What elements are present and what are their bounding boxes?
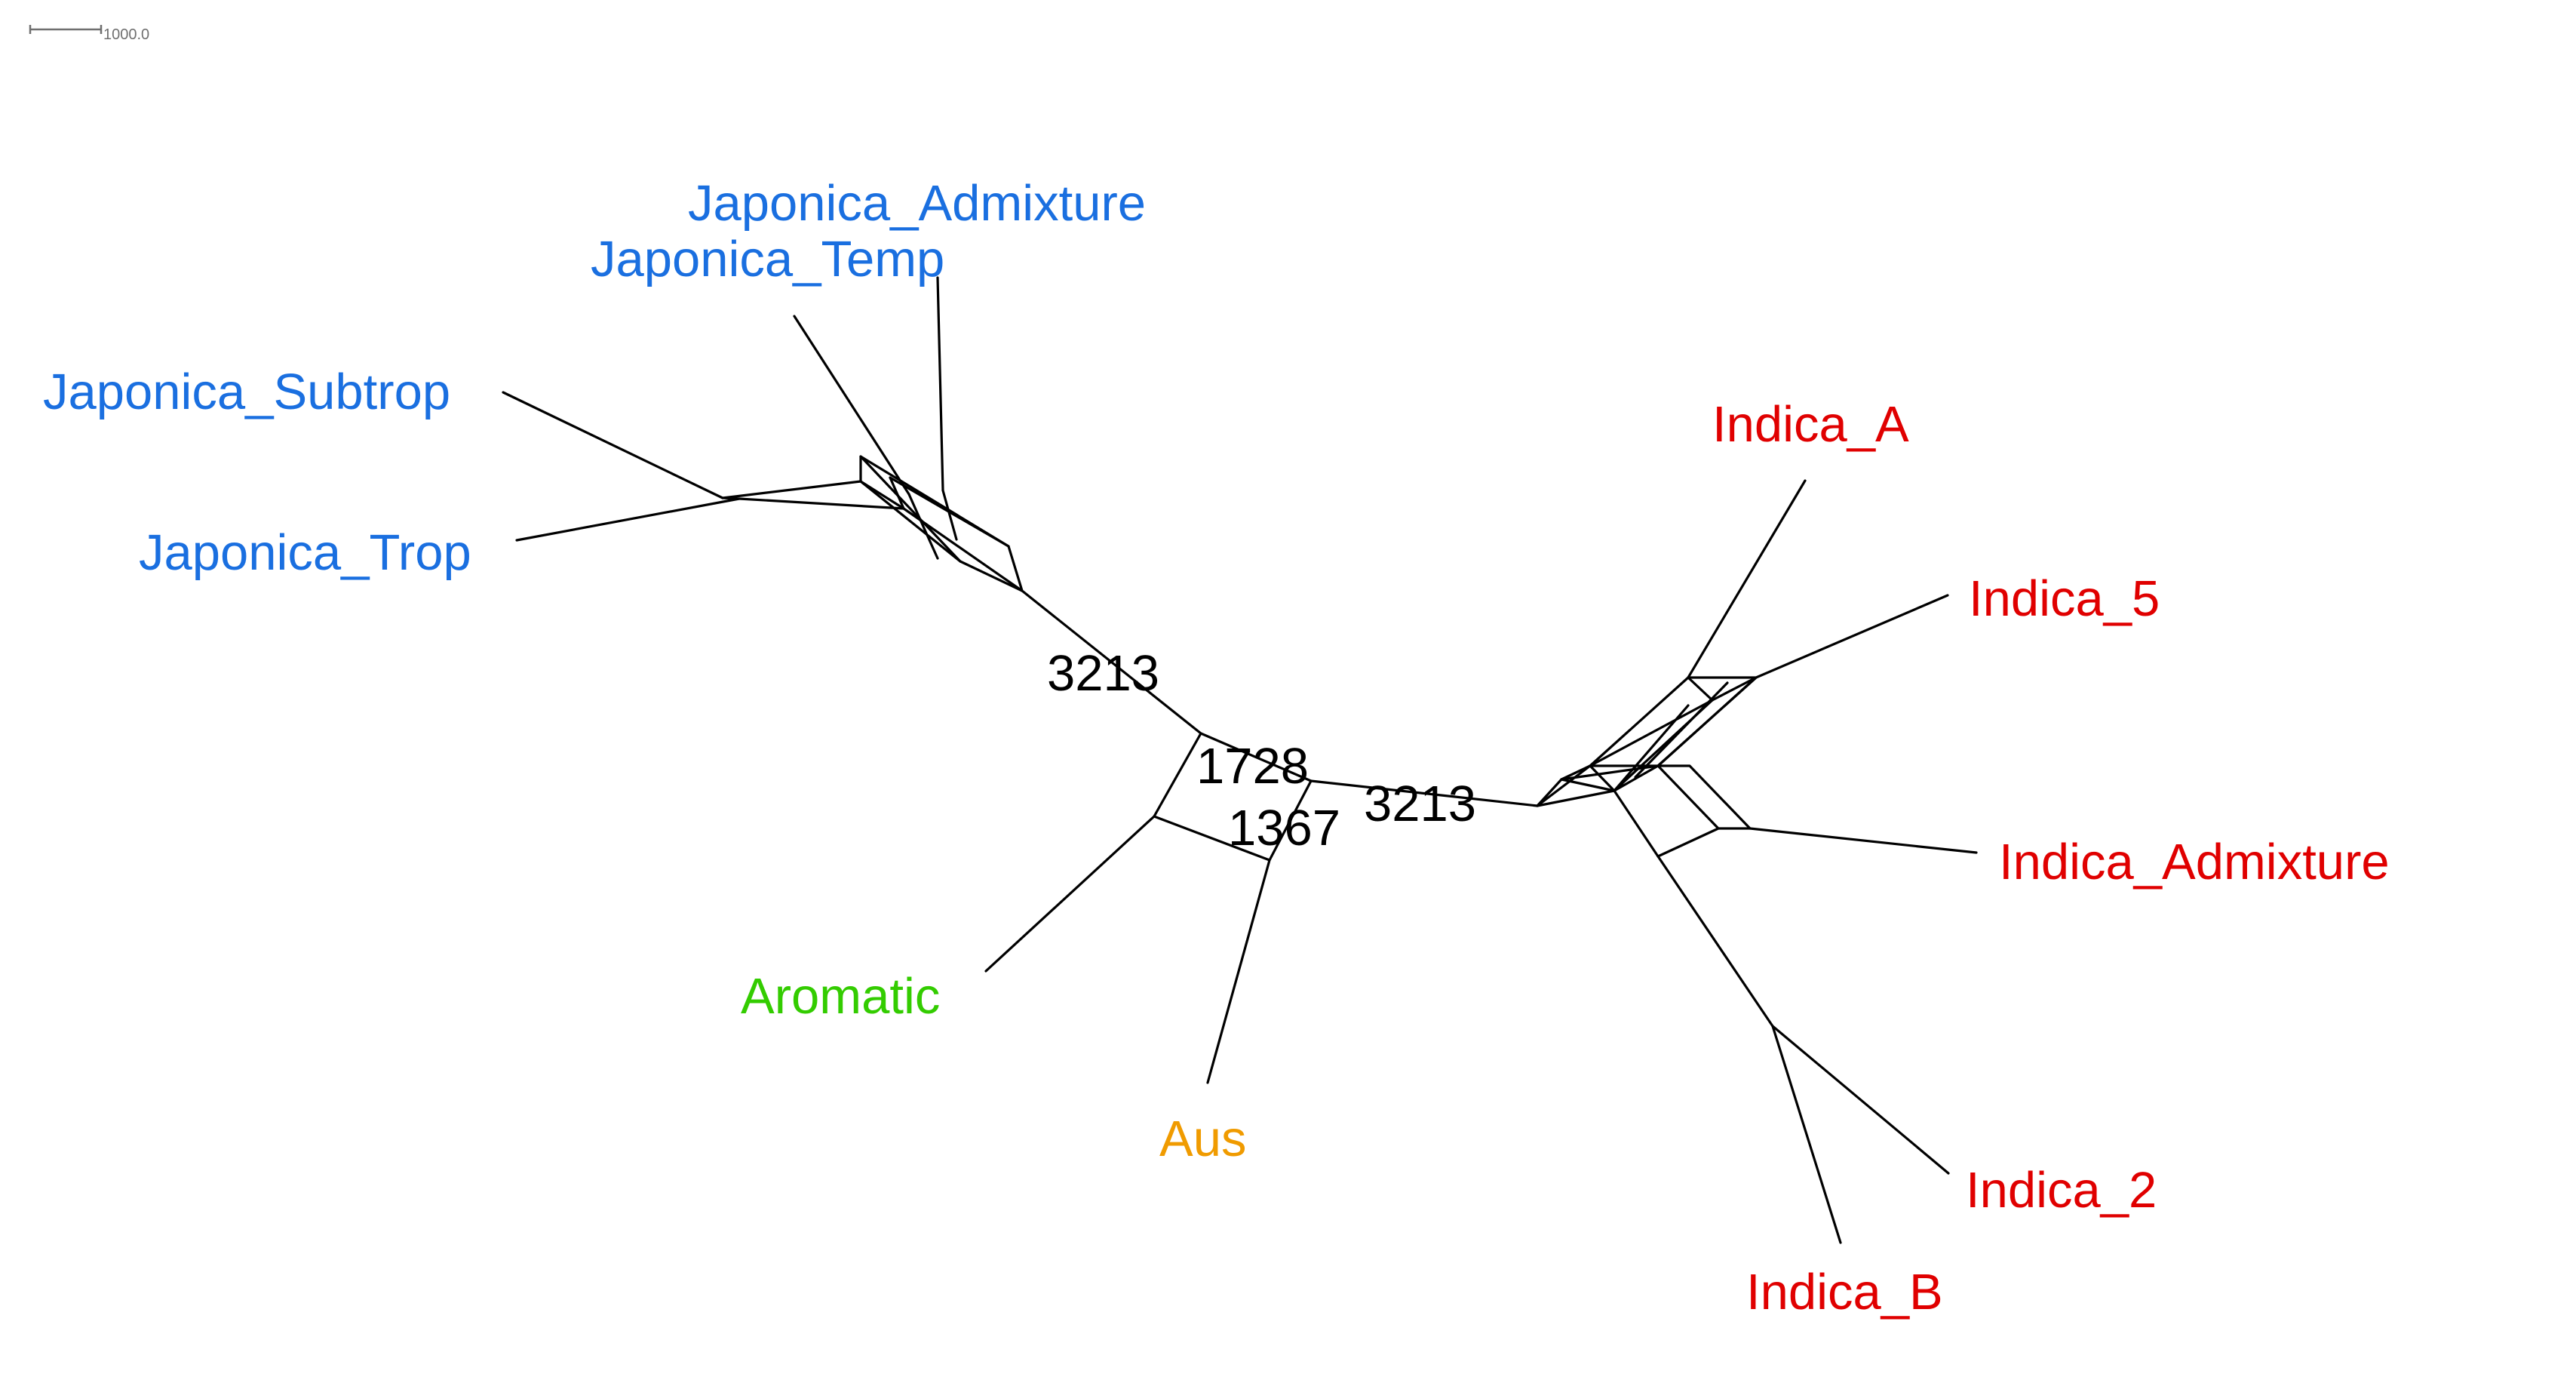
scale-bar-label: 1000.0 (103, 26, 149, 43)
taxon-label-japonica-subtrop: Japonica_Subtrop (43, 364, 450, 420)
taxon-label-indica-b: Indica_B (1746, 1264, 1943, 1320)
taxon-label-indica-a: Indica_A (1712, 396, 1909, 453)
taxon-label-aus: Aus (1159, 1111, 1246, 1167)
taxon-label-japonica-trop: Japonica_Trop (139, 524, 471, 581)
taxon-label-japonica-admixture: Japonica_Admixture (688, 175, 1146, 232)
taxon-labels: Japonica_Admixture Japonica_Temp Japonic… (43, 175, 2390, 1320)
support-value-japonica-split: 3213 (1047, 645, 1159, 702)
scale-bar: 1000.0 (29, 25, 149, 43)
support-value-aromatic-split: 1728 (1196, 738, 1309, 794)
central-edges (984, 732, 1539, 1084)
indica-edges (1536, 479, 1978, 1244)
support-values: 3213 1728 1367 3213 (1047, 645, 1476, 856)
taxon-label-indica-admixture: Indica_Admixture (1999, 834, 2390, 890)
taxon-label-indica-5: Indica_5 (1969, 570, 2160, 627)
taxon-label-aromatic: Aromatic (741, 968, 940, 1025)
japonica-edges (502, 276, 1202, 735)
support-value-aus-split: 1367 (1228, 800, 1340, 856)
taxon-label-indica-2: Indica_2 (1966, 1162, 2157, 1219)
taxon-label-japonica-temp: Japonica_Temp (591, 231, 944, 287)
support-value-indica-split: 3213 (1364, 776, 1476, 832)
